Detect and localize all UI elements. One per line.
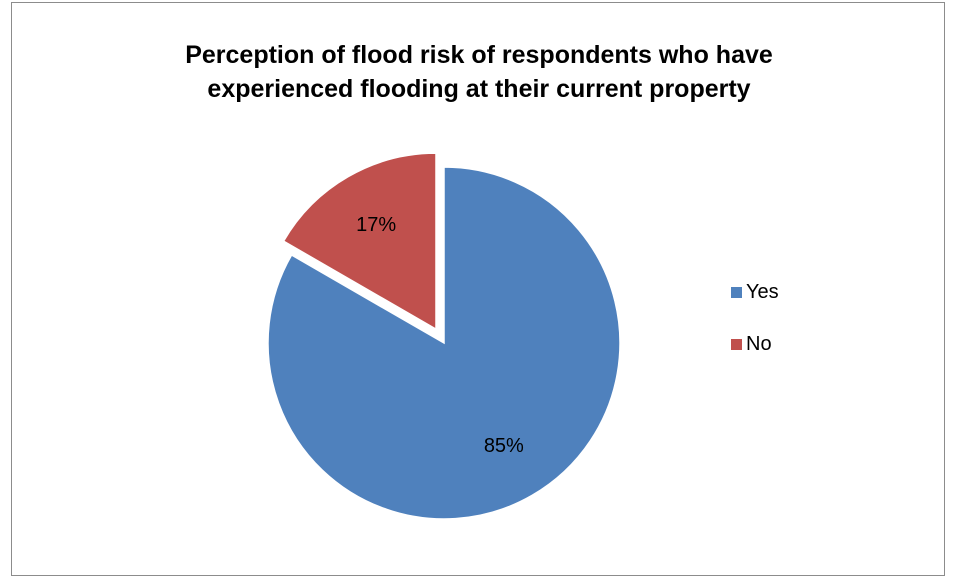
chart-title-line-2: experienced flooding at their current pr… [207, 75, 751, 103]
legend-item-no: No [731, 332, 779, 356]
legend-item-yes: Yes [731, 280, 779, 304]
legend-swatch-yes [731, 286, 742, 298]
chart-legend: Yes No [731, 280, 779, 384]
chart-frame: Perception of flood risk of respondents … [11, 2, 945, 576]
data-label-yes: 85% [484, 435, 524, 457]
legend-label-no: No [746, 332, 772, 355]
chart-title: Perception of flood risk of respondents … [12, 38, 946, 106]
pie-slice-no [282, 152, 437, 331]
chart-title-line-1: Perception of flood risk of respondents … [185, 41, 773, 69]
legend-swatch-no [731, 338, 742, 350]
pie-chart: 85% 17% [267, 152, 621, 520]
data-label-no: 17% [356, 214, 396, 236]
legend-label-yes: Yes [746, 280, 779, 303]
pie-slice-yes [267, 166, 621, 520]
